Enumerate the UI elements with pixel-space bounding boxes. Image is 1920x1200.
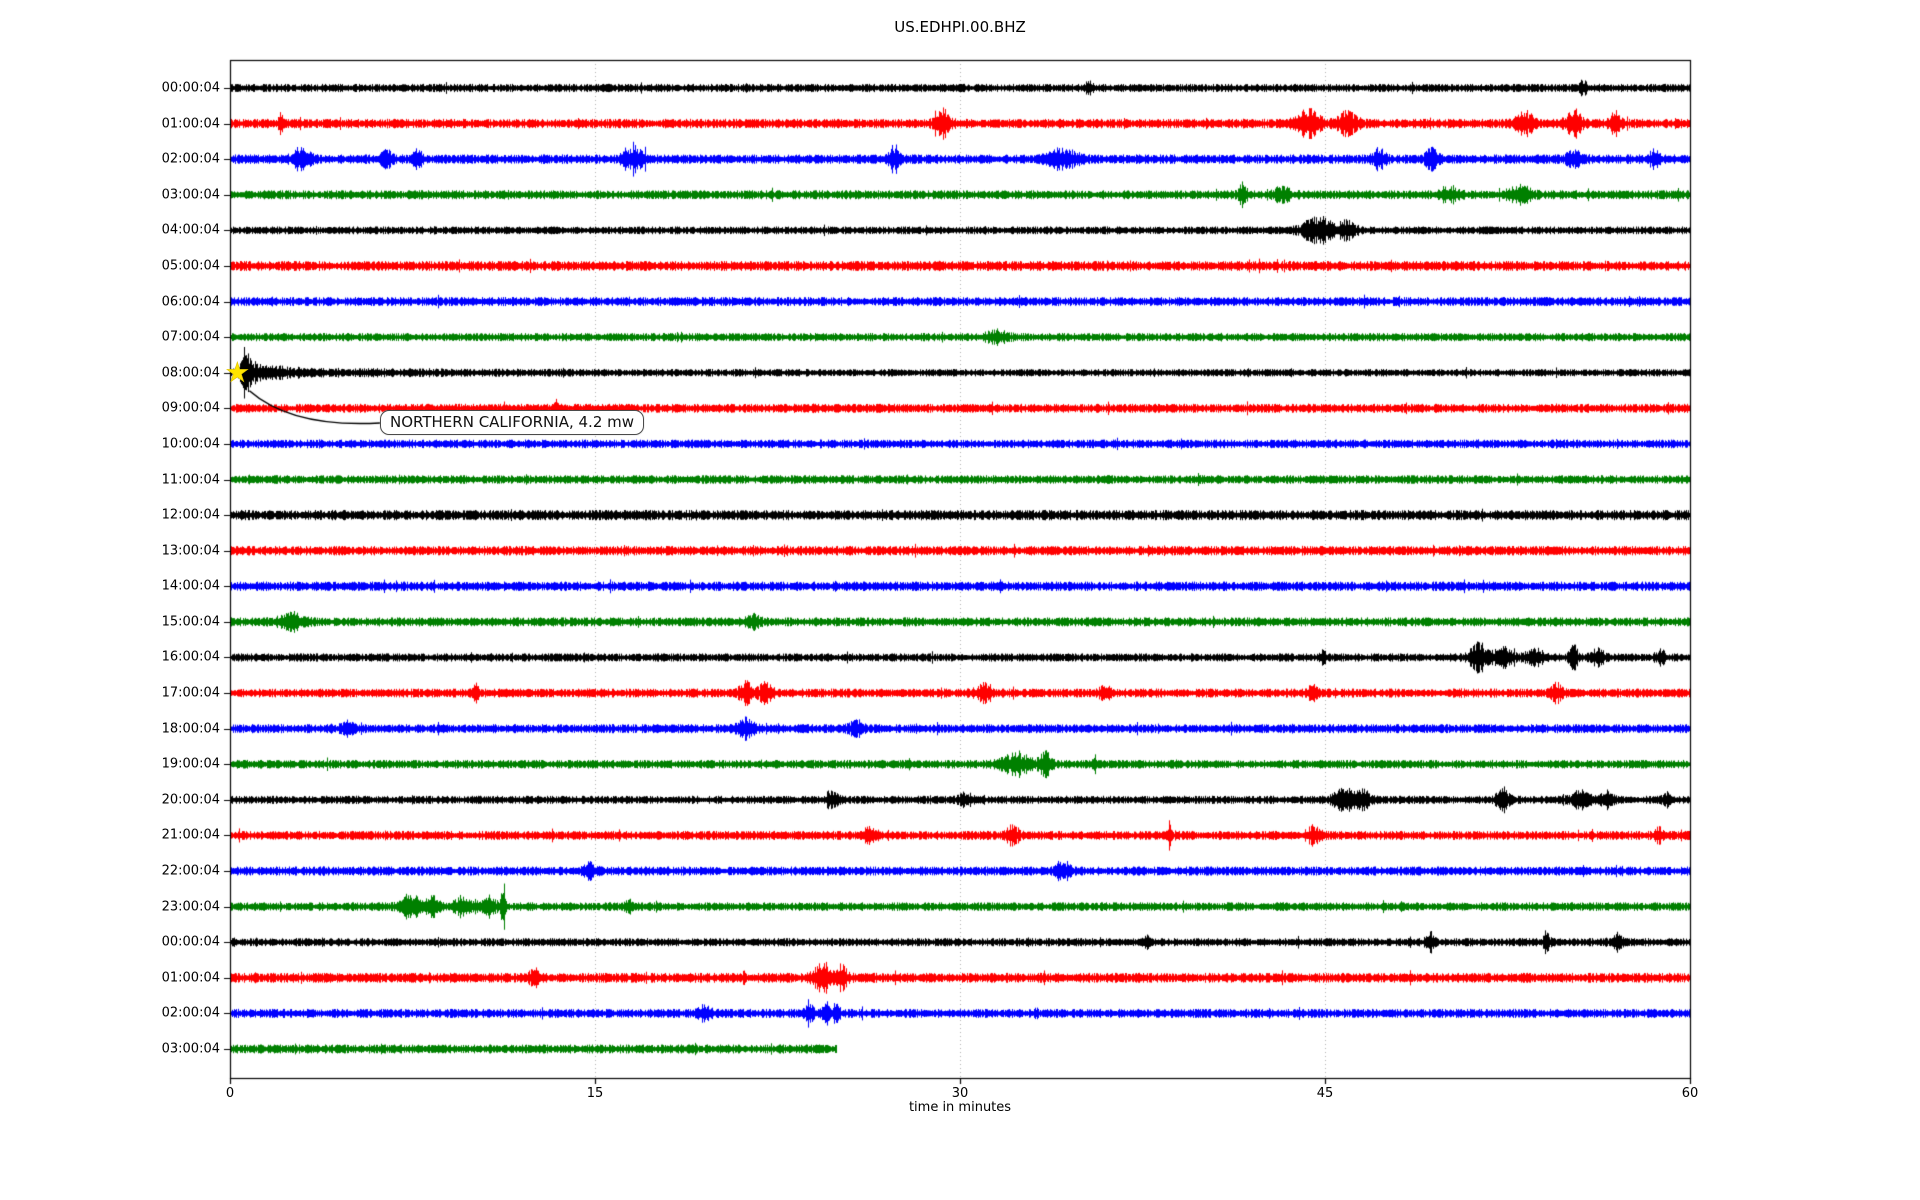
- y-tick-label: 01:00:04: [161, 970, 220, 986]
- x-axis-label: time in minutes: [908, 1100, 1012, 1115]
- y-tick-label: 12:00:04: [161, 507, 220, 523]
- chart-title: US.EDHPI.00.BHZ: [894, 18, 1026, 36]
- y-tick-label: 09:00:04: [161, 400, 220, 416]
- event-annotation: NORTHERN CALIFORNIA, 4.2 mw: [380, 410, 645, 435]
- y-tick-label: 21:00:04: [161, 827, 220, 843]
- y-tick-label: 05:00:04: [161, 258, 220, 274]
- y-tick-label: 20:00:04: [161, 792, 220, 808]
- y-tick-label: 10:00:04: [161, 436, 220, 452]
- x-tick-label: 30: [951, 1086, 969, 1101]
- event-annotation-text: NORTHERN CALIFORNIA, 4.2 mw: [390, 413, 635, 431]
- y-tick-label: 18:00:04: [161, 721, 220, 737]
- y-tick-label: 15:00:04: [161, 614, 220, 630]
- event-star-icon: ★: [225, 357, 250, 389]
- y-tick-label: 00:00:04: [161, 80, 220, 96]
- y-tick-label: 02:00:04: [161, 1005, 220, 1021]
- y-tick-label: 19:00:04: [161, 756, 220, 772]
- y-tick-label: 00:00:04: [161, 934, 220, 950]
- x-tick-label: 15: [586, 1086, 604, 1101]
- y-tick-label: 14:00:04: [161, 578, 220, 594]
- y-tick-label: 06:00:04: [161, 294, 220, 310]
- y-tick-label: 07:00:04: [161, 329, 220, 345]
- x-tick-label: 45: [1316, 1086, 1334, 1101]
- y-tick-label: 02:00:04: [161, 151, 220, 167]
- y-tick-label: 11:00:04: [161, 472, 220, 488]
- y-tick-label: 04:00:04: [161, 222, 220, 238]
- y-tick-label: 01:00:04: [161, 116, 220, 132]
- x-tick-label: 60: [1681, 1086, 1699, 1101]
- y-tick-label: 08:00:04: [161, 365, 220, 381]
- y-tick-label: 23:00:04: [161, 899, 220, 915]
- y-tick-label: 22:00:04: [161, 863, 220, 879]
- y-tick-label: 16:00:04: [161, 649, 220, 665]
- y-tick-label: 03:00:04: [161, 187, 220, 203]
- y-tick-label: 03:00:04: [161, 1041, 220, 1057]
- y-tick-label: 17:00:04: [161, 685, 220, 701]
- x-tick-label: 0: [225, 1086, 235, 1101]
- y-tick-label: 13:00:04: [161, 543, 220, 559]
